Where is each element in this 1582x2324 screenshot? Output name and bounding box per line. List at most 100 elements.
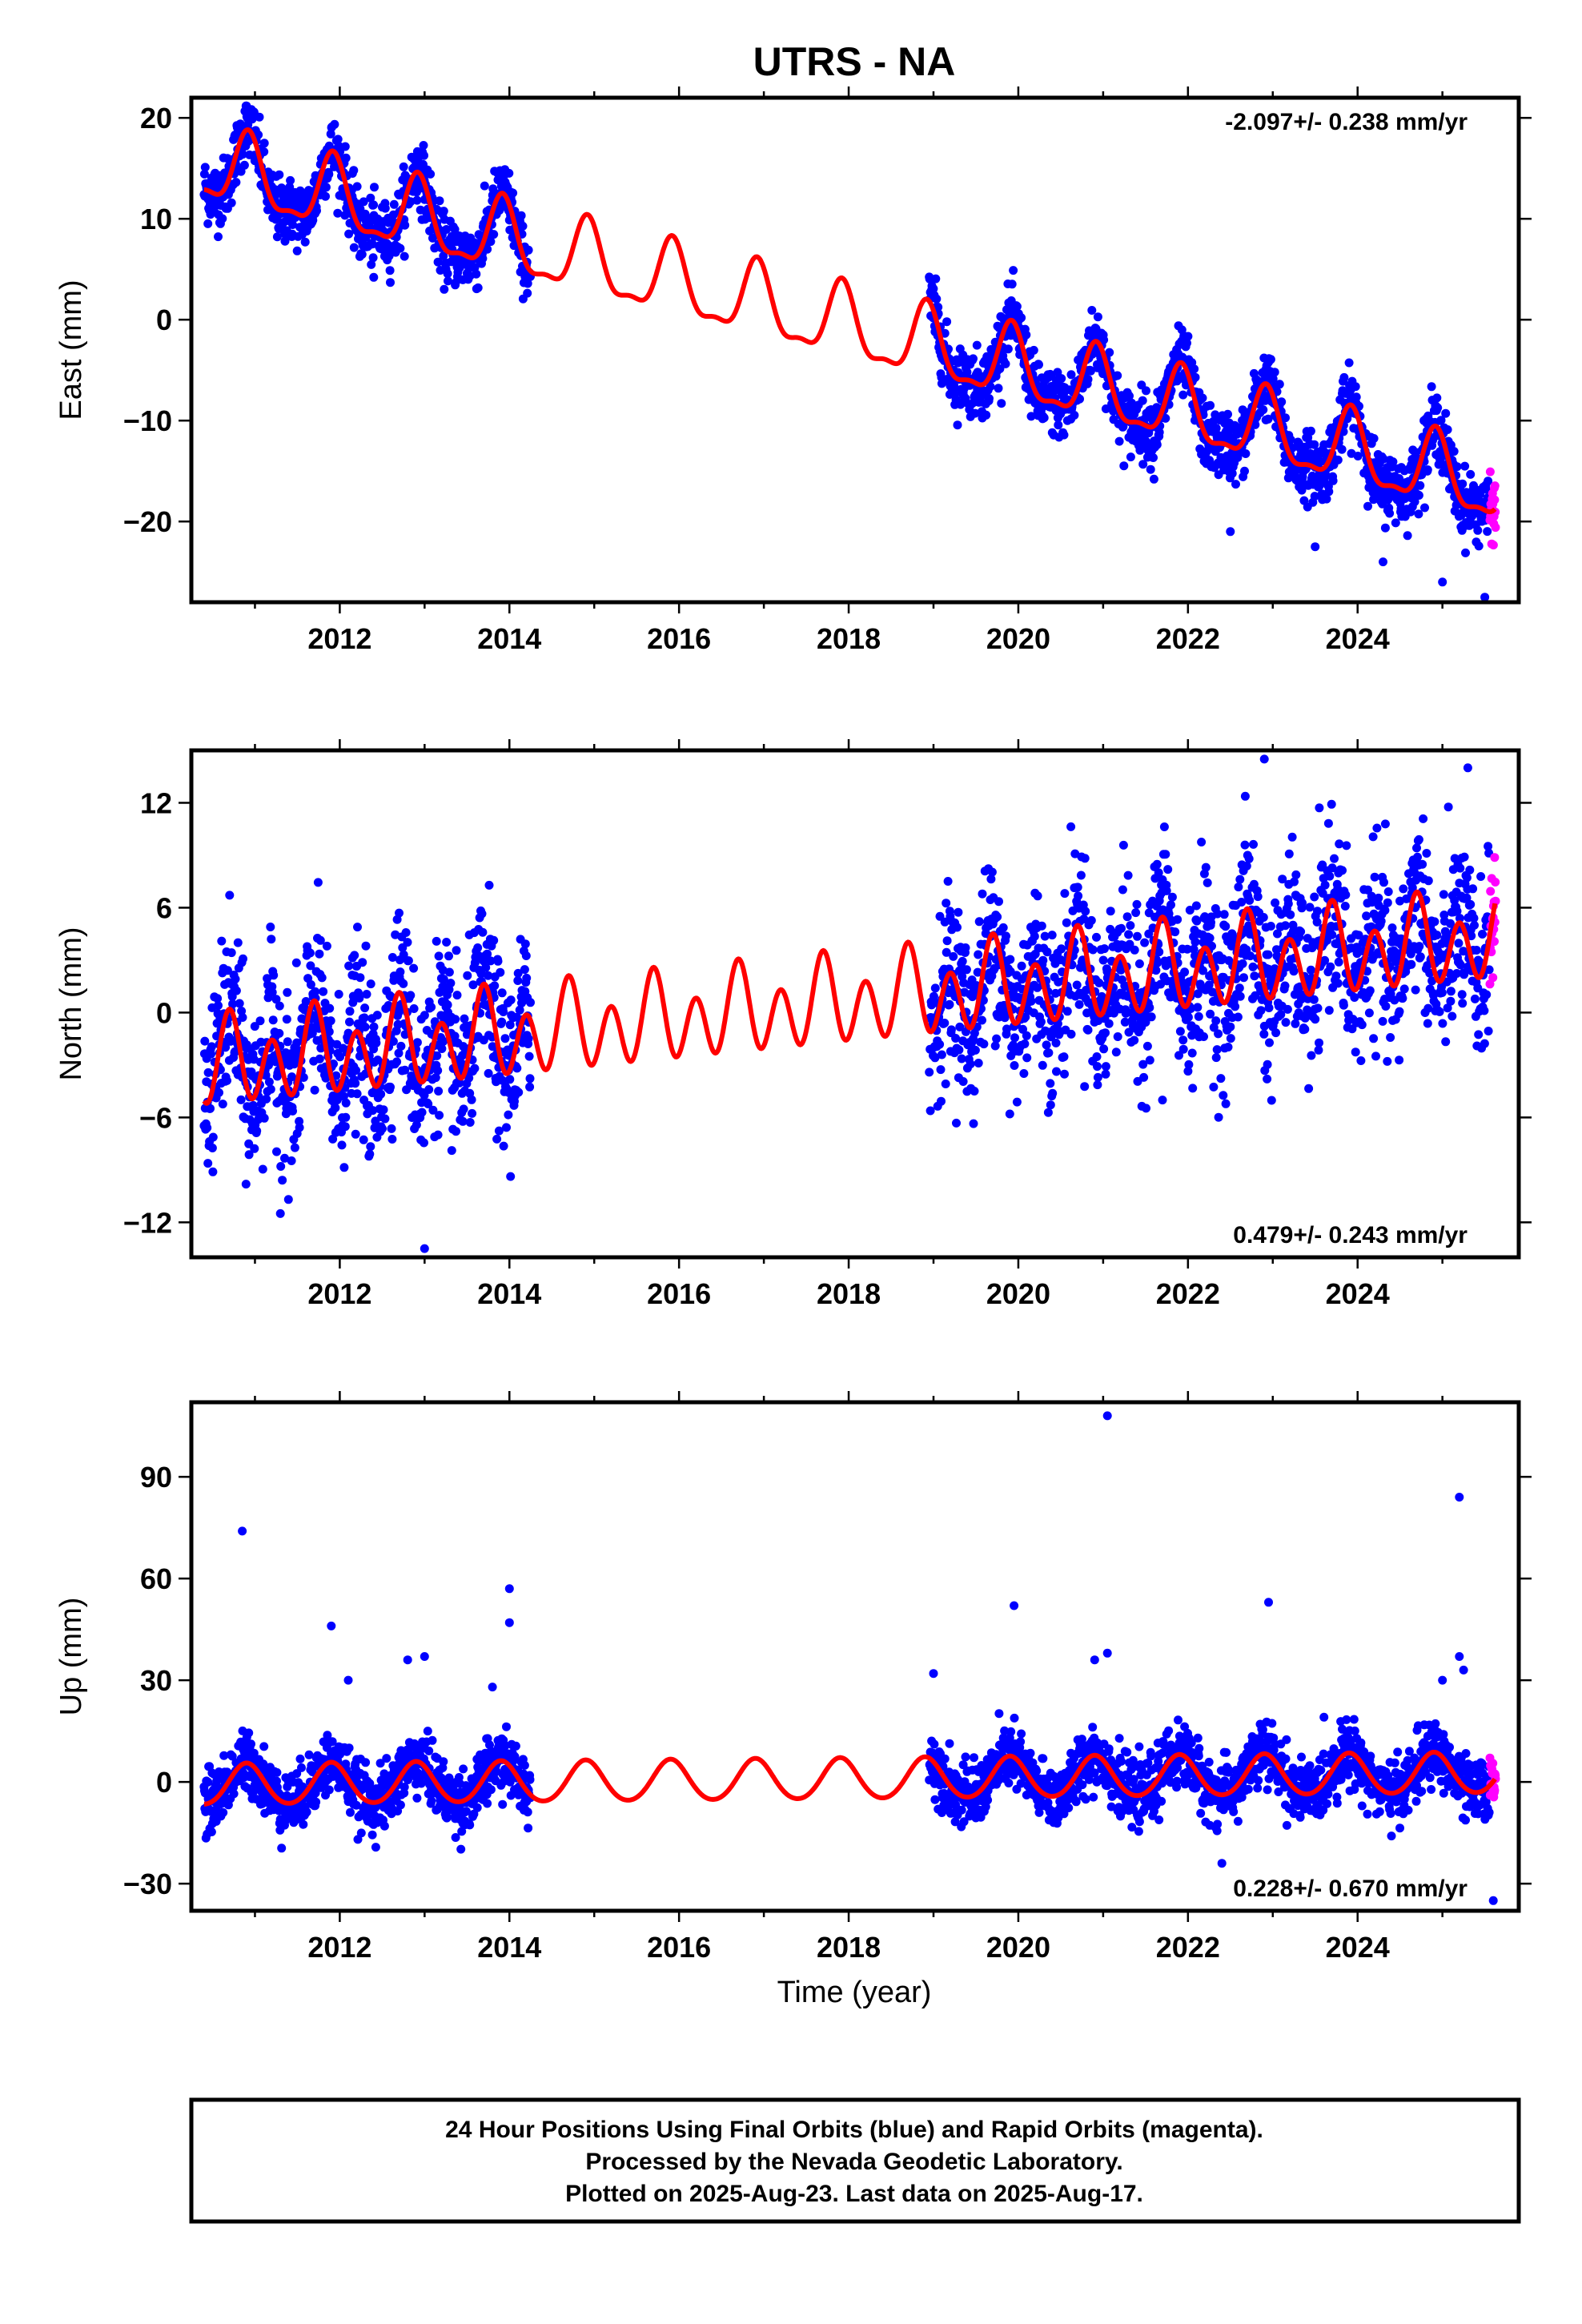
final-orbit-point [1080, 1082, 1089, 1091]
final-orbit-point [932, 295, 941, 304]
final-orbit-point [1206, 1010, 1215, 1019]
final-orbit-point [1281, 982, 1290, 991]
final-orbit-point [1447, 1012, 1456, 1021]
final-orbit-point [1197, 838, 1206, 846]
final-orbit-point [962, 965, 971, 974]
final-orbit-point [1044, 1108, 1053, 1117]
final-orbit-point [970, 1120, 978, 1128]
final-orbit-point [1168, 893, 1177, 902]
final-orbit-point [1420, 504, 1429, 513]
x-tick-label: 2018 [817, 622, 881, 655]
final-orbit-point [1013, 1098, 1022, 1107]
final-orbit-point [1193, 1003, 1202, 1011]
final-orbit-point [1222, 1100, 1231, 1108]
final-orbit-point [1356, 1056, 1365, 1065]
final-orbit-point [1114, 1032, 1122, 1041]
plot-frame [191, 98, 1519, 602]
final-orbit-point [1180, 967, 1189, 976]
final-orbit-point [1433, 404, 1442, 412]
final-orbit-point [504, 169, 513, 178]
final-orbit-point [1283, 1005, 1292, 1014]
final-orbit-point [1102, 1062, 1110, 1071]
final-orbit-point [1094, 1073, 1102, 1082]
final-orbit-point [451, 1015, 460, 1023]
final-orbit-point [470, 1064, 479, 1073]
final-orbit-point [1419, 814, 1427, 823]
final-orbit-point [1160, 822, 1169, 831]
final-orbit-point [1126, 921, 1134, 930]
final-orbit-point [501, 1034, 510, 1043]
final-orbit-point [937, 1097, 946, 1106]
gps-time-series-figure: UTRS - NA 2012 2014 2016 2018 2020 2022 202420… [0, 0, 1582, 2324]
final-orbit-point [1427, 382, 1436, 391]
final-orbit-point [1383, 1057, 1391, 1066]
final-orbit-point [1188, 1084, 1197, 1092]
final-orbit-point [959, 1077, 968, 1086]
y-tick-label: 6 [156, 891, 172, 924]
final-orbit-point [478, 910, 487, 919]
final-orbit-point [351, 1130, 360, 1139]
final-orbit-point [1147, 1012, 1156, 1021]
final-orbit-point [353, 923, 362, 931]
final-orbit-point [370, 183, 379, 191]
final-orbit-outlier-point [1150, 475, 1158, 484]
final-orbit-point [360, 1013, 369, 1022]
final-orbit-point [1315, 1039, 1323, 1047]
rapid-orbit-point [1488, 973, 1497, 982]
final-orbit-point [1092, 933, 1101, 942]
final-orbit-point [1473, 526, 1482, 535]
final-orbit-point [1267, 355, 1275, 364]
final-orbit-point [1282, 1018, 1291, 1027]
final-orbit-point [1366, 987, 1375, 995]
final-orbit-point [390, 200, 399, 209]
final-orbit-point [1460, 462, 1469, 471]
final-orbit-point [942, 1080, 950, 1088]
final-orbit-point [1341, 891, 1350, 899]
final-orbit-point [1004, 344, 1013, 353]
final-orbit-point [1027, 997, 1036, 1006]
final-orbit-point [1310, 893, 1319, 902]
final-orbit-point [1441, 409, 1450, 418]
final-orbit-point [219, 1808, 227, 1817]
final-orbit-point [286, 176, 295, 185]
final-orbit-point [444, 1000, 452, 1009]
final-orbit-point [335, 990, 343, 999]
final-orbit-point [506, 1172, 515, 1181]
final-orbit-point [203, 1159, 212, 1168]
final-orbit-point [975, 917, 984, 926]
final-orbit-point [283, 1037, 292, 1046]
final-orbit-point [1371, 1051, 1380, 1060]
final-orbit-point [293, 247, 302, 255]
final-orbit-point [1358, 1020, 1367, 1029]
final-orbit-point [1062, 919, 1071, 927]
final-orbit-point [460, 1104, 468, 1113]
final-orbit-point [985, 394, 994, 403]
final-orbit-point [1291, 1019, 1299, 1028]
final-orbit-point [227, 948, 236, 957]
final-orbit-point [1326, 963, 1335, 971]
final-orbit-point [358, 958, 367, 967]
final-orbit-point [402, 928, 411, 937]
final-orbit-outlier-point [1158, 1096, 1167, 1104]
final-orbit-point [399, 979, 408, 988]
final-orbit-point [524, 1035, 533, 1043]
final-orbit-point [1381, 819, 1390, 828]
up-panel: 2012 2014 2016 2018 2020 2022 20249060300−30Up… [54, 1391, 1532, 1964]
final-orbit-point [1087, 306, 1096, 315]
final-orbit-point [1048, 931, 1057, 939]
final-orbit-point [1422, 849, 1431, 858]
final-orbit-point [203, 1778, 212, 1787]
final-orbit-point [1259, 1030, 1268, 1039]
final-orbit-point [1030, 346, 1038, 355]
final-orbit-point [522, 951, 531, 960]
final-orbit-point [413, 1038, 422, 1047]
final-orbit-point [1351, 1047, 1360, 1056]
final-orbit-point [944, 877, 953, 886]
final-orbit-point [203, 219, 212, 228]
final-orbit-point [1239, 959, 1247, 968]
final-orbit-point [954, 420, 962, 429]
final-orbit-outlier-point [1379, 557, 1387, 566]
final-orbit-point [353, 1089, 362, 1098]
final-orbit-point [217, 937, 226, 946]
rate-label: -2.097+/- 0.238 mm/yr [1225, 109, 1468, 135]
